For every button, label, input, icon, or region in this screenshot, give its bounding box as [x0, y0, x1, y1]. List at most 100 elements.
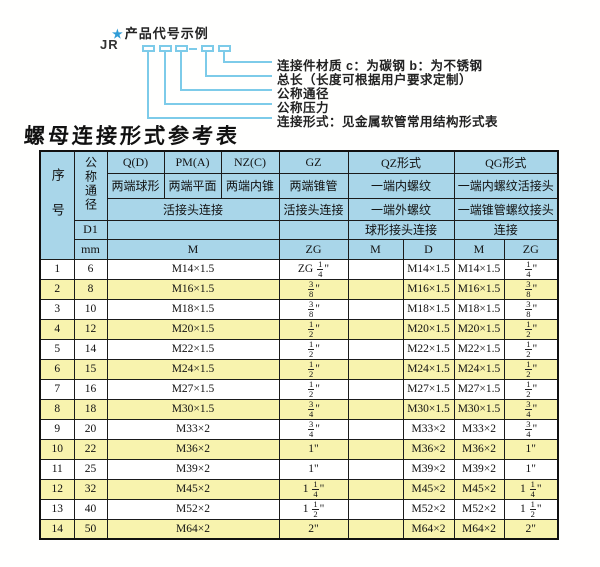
- cell: 1 2 ": [503, 358, 559, 380]
- cell: 3 4 ": [503, 418, 559, 440]
- cell: 12: [73, 318, 108, 340]
- cell: 7: [39, 378, 75, 400]
- cell: 6: [39, 358, 75, 380]
- header-qg-desc1: 一端内螺纹活接头: [453, 172, 559, 199]
- cell: 2: [39, 278, 75, 300]
- cell: M20×1.5: [402, 318, 455, 340]
- header-qg-desc2: 一端锥管螺纹接头: [453, 197, 559, 221]
- cell: 3 8 ": [278, 278, 349, 300]
- header-col-q: Q(D): [106, 150, 165, 174]
- cell: [347, 438, 404, 460]
- reference-table: 序号 公称通径 Q(D) PM(A) NZ(C) GZ QZ形式 QG形式 两端…: [39, 150, 559, 540]
- header-pm-desc: 两端平面: [163, 172, 222, 199]
- legend-label-connection-form: 连接形式：见金属软管常用结构形式表: [277, 115, 499, 129]
- cell: 12: [39, 478, 75, 500]
- cell: 1": [278, 458, 349, 480]
- cell: 13: [39, 498, 75, 520]
- code-prefix: JR: [100, 37, 119, 52]
- cell: M64×2: [106, 518, 280, 540]
- cell: 2": [278, 518, 349, 540]
- cell: 3 4 ": [503, 398, 559, 420]
- connector-line-material: [223, 51, 272, 63]
- cell: M30×1.5: [106, 398, 280, 420]
- table-row: 6 15 M24×1.5 1 2 " M24×1.5 M24×1.5 1 2 ": [39, 358, 559, 380]
- cell: 1 1 4 ": [503, 478, 559, 500]
- cell: 1 1 2 ": [503, 498, 559, 520]
- header-blank-m: [106, 219, 280, 240]
- cell: M14×1.5: [106, 258, 280, 280]
- cell: 1 1 2 ": [278, 498, 349, 520]
- cell: M14×1.5: [402, 258, 455, 280]
- header-gz-desc: 两端锥管: [278, 172, 349, 199]
- cell: 4: [39, 318, 75, 340]
- cell: M36×2: [453, 438, 505, 460]
- cell: [347, 398, 404, 420]
- cell: M20×1.5: [106, 318, 280, 340]
- cell: M64×2: [453, 518, 505, 540]
- cell: M22×1.5: [453, 338, 505, 360]
- cell: M27×1.5: [402, 378, 455, 400]
- cell: M16×1.5: [453, 278, 505, 300]
- cell: 15: [73, 358, 108, 380]
- cell: M27×1.5: [106, 378, 280, 400]
- header-col-gz: GZ: [278, 150, 349, 174]
- cell: [347, 278, 404, 300]
- header-m-label: M: [106, 238, 280, 260]
- table-row: 13 40 M52×2 1 1 2 " M52×2 M52×2 1 1 2 ": [39, 498, 559, 520]
- header-qz-d: D: [402, 238, 455, 260]
- cell: 3 8 ": [503, 298, 559, 320]
- table-row: 12 32 M45×2 1 1 4 " M45×2 M45×2 1 1 4 ": [39, 478, 559, 500]
- header-col-pm: PM(A): [163, 150, 222, 174]
- table-row: 2 8 M16×1.5 3 8 " M16×1.5 M16×1.5 3 8 ": [39, 278, 559, 300]
- cell: 6: [73, 258, 108, 280]
- cell: M22×1.5: [402, 338, 455, 360]
- header-col-qg: QG形式: [453, 150, 559, 174]
- cell: 22: [73, 438, 108, 460]
- cell: 8: [73, 278, 108, 300]
- cell: [347, 498, 404, 520]
- cell: 32: [73, 478, 108, 500]
- cell: [347, 418, 404, 440]
- cell: 25: [73, 458, 108, 480]
- cell: M16×1.5: [106, 278, 280, 300]
- legend-label-nominal-diameter: 公称通径: [277, 87, 330, 101]
- header-d1: D1: [73, 219, 108, 240]
- cell: M45×2: [106, 478, 280, 500]
- star-icon: ★: [112, 27, 124, 41]
- header-mm: mm: [73, 238, 108, 260]
- cell: M18×1.5: [402, 298, 455, 320]
- cell: M24×1.5: [106, 358, 280, 380]
- cell: M24×1.5: [453, 358, 505, 380]
- table-row: 5 14 M22×1.5 1 2 " M22×1.5 M22×1.5 1 2 ": [39, 338, 559, 360]
- header-col-qz: QZ形式: [347, 150, 455, 174]
- header-qz-connection: 球形接头连接: [347, 219, 455, 240]
- header-qg-zg: ZG: [503, 238, 559, 260]
- cell: M30×1.5: [402, 398, 455, 420]
- cell: 1": [503, 458, 559, 480]
- cell: 1 2 ": [503, 378, 559, 400]
- cell: 1 2 ": [278, 378, 349, 400]
- table-row: 14 50 M64×2 2" M64×2 M64×2 2": [39, 518, 559, 540]
- cell: 5: [39, 338, 75, 360]
- header-gz-connection: 活接头连接: [278, 197, 349, 221]
- cell: M30×1.5: [453, 398, 505, 420]
- table-header: 序号 公称通径 Q(D) PM(A) NZ(C) GZ QZ形式 QG形式 两端…: [39, 150, 559, 260]
- cell: 14: [39, 518, 75, 540]
- header-seq: 序号: [39, 150, 75, 260]
- table-body: 1 6 M14×1.5 ZG 1 4 " M14×1.5 M14×1.5 1 4 " 2 8 M16×1.…: [39, 258, 559, 540]
- cell: 1 2 ": [278, 318, 349, 340]
- cell: 8: [39, 398, 75, 420]
- table-title: 螺母连接形式参考表: [23, 123, 241, 148]
- connector-line-nominal-pressure: [164, 51, 272, 105]
- cell: M45×2: [453, 478, 505, 500]
- cell: 9: [39, 418, 75, 440]
- cell: 1": [503, 438, 559, 460]
- cell: 3 8 ": [503, 278, 559, 300]
- connector-line-nominal-diameter: [180, 51, 272, 91]
- cell: M36×2: [106, 438, 280, 460]
- cell: M22×1.5: [106, 338, 280, 360]
- legend-label-material: 连接件材质 c：为碳钢 b：为不锈钢: [277, 59, 483, 73]
- cell: 10: [39, 438, 75, 460]
- cell: 1 2 ": [503, 318, 559, 340]
